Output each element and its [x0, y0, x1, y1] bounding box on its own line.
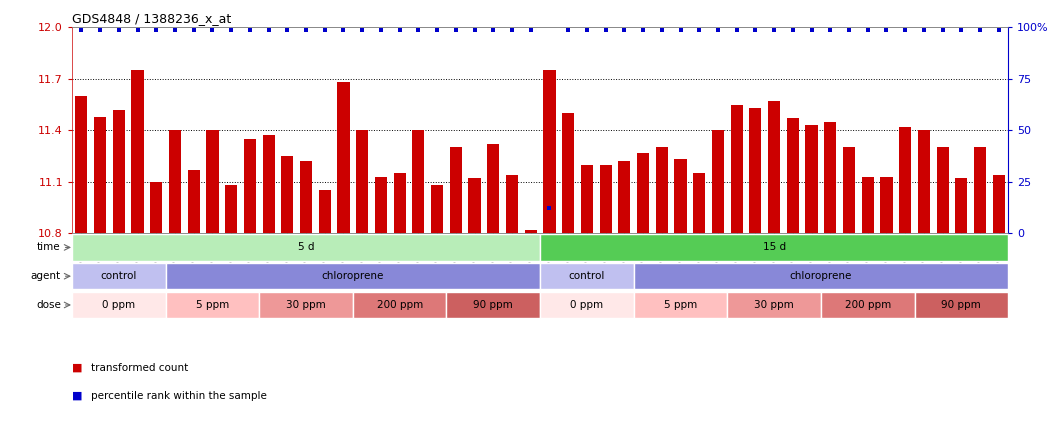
Text: 5 ppm: 5 ppm: [664, 300, 697, 310]
Bar: [187, 170, 200, 423]
Bar: [506, 175, 518, 423]
FancyBboxPatch shape: [165, 292, 259, 318]
Bar: [750, 108, 761, 423]
Bar: [375, 176, 387, 423]
Bar: [806, 125, 818, 423]
Text: 200 ppm: 200 ppm: [845, 300, 891, 310]
Bar: [599, 165, 612, 423]
FancyBboxPatch shape: [540, 234, 1008, 261]
Bar: [787, 118, 798, 423]
Bar: [768, 101, 780, 423]
Text: GDS4848 / 1388236_x_at: GDS4848 / 1388236_x_at: [72, 12, 231, 25]
Bar: [636, 153, 649, 423]
Bar: [675, 159, 686, 423]
FancyBboxPatch shape: [915, 292, 1008, 318]
Bar: [468, 178, 481, 423]
Bar: [112, 110, 125, 423]
Text: control: control: [101, 271, 137, 281]
Bar: [94, 117, 106, 423]
Bar: [282, 156, 293, 423]
Bar: [543, 70, 556, 423]
Text: 5 ppm: 5 ppm: [196, 300, 229, 310]
Text: 30 ppm: 30 ppm: [286, 300, 326, 310]
Bar: [356, 130, 369, 423]
Bar: [712, 130, 724, 423]
Text: chloroprene: chloroprene: [322, 271, 384, 281]
FancyBboxPatch shape: [72, 292, 165, 318]
Bar: [131, 70, 144, 423]
Bar: [843, 147, 855, 423]
Bar: [618, 161, 630, 423]
Bar: [412, 130, 425, 423]
Text: 15 d: 15 d: [762, 242, 786, 253]
Bar: [226, 185, 237, 423]
Text: dose: dose: [36, 300, 60, 310]
Bar: [338, 82, 349, 423]
FancyBboxPatch shape: [259, 292, 353, 318]
Text: ■: ■: [72, 390, 83, 401]
Bar: [974, 147, 986, 423]
Text: 30 ppm: 30 ppm: [754, 300, 794, 310]
Bar: [824, 122, 837, 423]
Text: 0 ppm: 0 ppm: [103, 300, 136, 310]
Bar: [918, 130, 930, 423]
FancyBboxPatch shape: [165, 263, 540, 289]
Bar: [580, 165, 593, 423]
Bar: [207, 130, 218, 423]
FancyBboxPatch shape: [633, 292, 728, 318]
Bar: [150, 181, 162, 423]
Text: agent: agent: [31, 271, 60, 281]
FancyBboxPatch shape: [540, 263, 633, 289]
FancyBboxPatch shape: [72, 234, 540, 261]
Text: 200 ppm: 200 ppm: [377, 300, 423, 310]
Bar: [300, 161, 312, 423]
Bar: [955, 178, 968, 423]
Text: 90 ppm: 90 ppm: [941, 300, 982, 310]
Bar: [992, 175, 1005, 423]
FancyBboxPatch shape: [540, 292, 633, 318]
Bar: [656, 147, 668, 423]
Text: 5 d: 5 d: [298, 242, 315, 253]
Bar: [880, 176, 893, 423]
Text: 0 ppm: 0 ppm: [571, 300, 604, 310]
Bar: [244, 139, 256, 423]
Text: time: time: [37, 242, 60, 253]
Text: chloroprene: chloroprene: [790, 271, 852, 281]
FancyBboxPatch shape: [633, 263, 1008, 289]
Bar: [319, 190, 330, 423]
Bar: [731, 104, 742, 423]
Text: percentile rank within the sample: percentile rank within the sample: [91, 390, 267, 401]
Bar: [431, 185, 444, 423]
Bar: [899, 127, 912, 423]
Bar: [694, 173, 705, 423]
Bar: [168, 130, 181, 423]
Bar: [263, 135, 274, 423]
Bar: [936, 147, 949, 423]
FancyBboxPatch shape: [728, 292, 821, 318]
Bar: [562, 113, 574, 423]
Text: 90 ppm: 90 ppm: [473, 300, 514, 310]
Bar: [487, 144, 500, 423]
Bar: [862, 176, 874, 423]
FancyBboxPatch shape: [353, 292, 447, 318]
Text: transformed count: transformed count: [91, 363, 189, 373]
Bar: [394, 173, 406, 423]
Text: control: control: [569, 271, 605, 281]
Bar: [524, 230, 537, 423]
Bar: [75, 96, 88, 423]
FancyBboxPatch shape: [72, 263, 165, 289]
Bar: [450, 147, 462, 423]
FancyBboxPatch shape: [447, 292, 540, 318]
FancyBboxPatch shape: [821, 292, 915, 318]
Text: ■: ■: [72, 363, 83, 373]
